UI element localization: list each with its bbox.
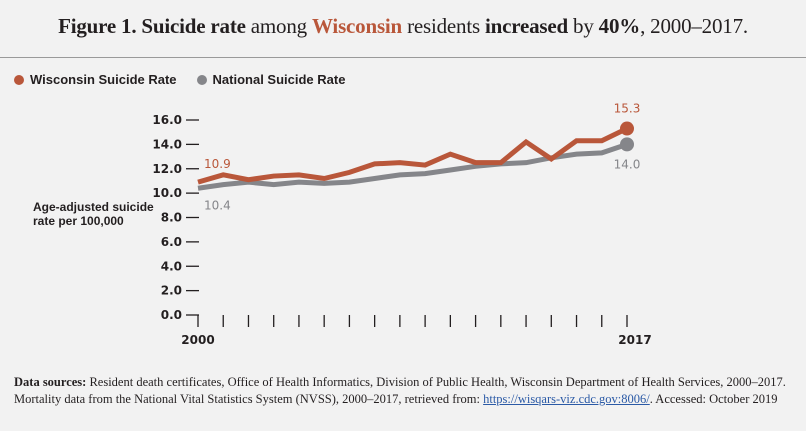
- national-start-label: 10.4: [204, 198, 231, 212]
- sources-link[interactable]: https://wisqars-viz.cdc.gov:8006/: [483, 392, 650, 406]
- data-sources: Data sources: Resident death certificate…: [14, 374, 794, 408]
- y-tick-label: 12.0: [152, 162, 182, 176]
- sources-lead: Data sources:: [14, 375, 87, 389]
- y-tick-label: 10.0: [152, 186, 182, 200]
- wisconsin-start-label: 10.9: [204, 157, 231, 171]
- y-tick-label: 4.0: [161, 259, 182, 273]
- wisconsin-line: [197, 126, 629, 185]
- y-tick-label: 2.0: [161, 284, 182, 298]
- y-axis-label: Age-adjusted suicide rate per 100,000: [33, 200, 154, 228]
- title-wisconsin: Wisconsin: [312, 14, 403, 38]
- national-end-label: 14.0: [614, 157, 641, 171]
- national-end-point: [620, 137, 634, 152]
- title-text-4: , 2000–2017.: [640, 14, 748, 38]
- title-divider: [0, 57, 806, 58]
- wisconsin-end-point: [620, 121, 634, 136]
- y-tick-label: 6.0: [161, 235, 182, 249]
- y-tick-label: 16.0: [152, 113, 182, 127]
- legend-label-wisconsin: Wisconsin Suicide Rate: [30, 72, 177, 87]
- legend-label-national: National Suicide Rate: [212, 72, 346, 87]
- wisconsin-end-label: 15.3: [614, 102, 641, 116]
- sources-text: Resident death certificates, Office of H…: [14, 375, 786, 406]
- title-text-2: residents: [402, 14, 485, 38]
- legend: Wisconsin Suicide Rate National Suicide …: [14, 72, 365, 87]
- legend-dot-wisconsin-icon: [14, 74, 24, 85]
- legend-item-wisconsin: Wisconsin Suicide Rate: [14, 72, 177, 87]
- title-text-1: among: [245, 14, 313, 38]
- x-tick-label: 2017: [618, 333, 651, 347]
- legend-dot-national-icon: [196, 74, 207, 85]
- title-text-3: by: [567, 14, 599, 38]
- x-tick-label: 2000: [181, 333, 214, 347]
- legend-item-national: National Suicide Rate: [196, 72, 346, 87]
- sources-accessed: . Accessed: October 2019: [649, 392, 778, 406]
- figure-title: Figure 1. Suicide rate among Wisconsin r…: [0, 14, 806, 39]
- y-tick-label: 8.0: [161, 211, 182, 225]
- y-tick-label: 14.0: [152, 137, 182, 151]
- y-tick-label: 0.0: [161, 308, 182, 322]
- title-bold-1: Figure 1. Suicide rate: [58, 14, 246, 38]
- title-bold-2: increased: [484, 14, 568, 38]
- title-bold-3: 40%: [598, 14, 641, 38]
